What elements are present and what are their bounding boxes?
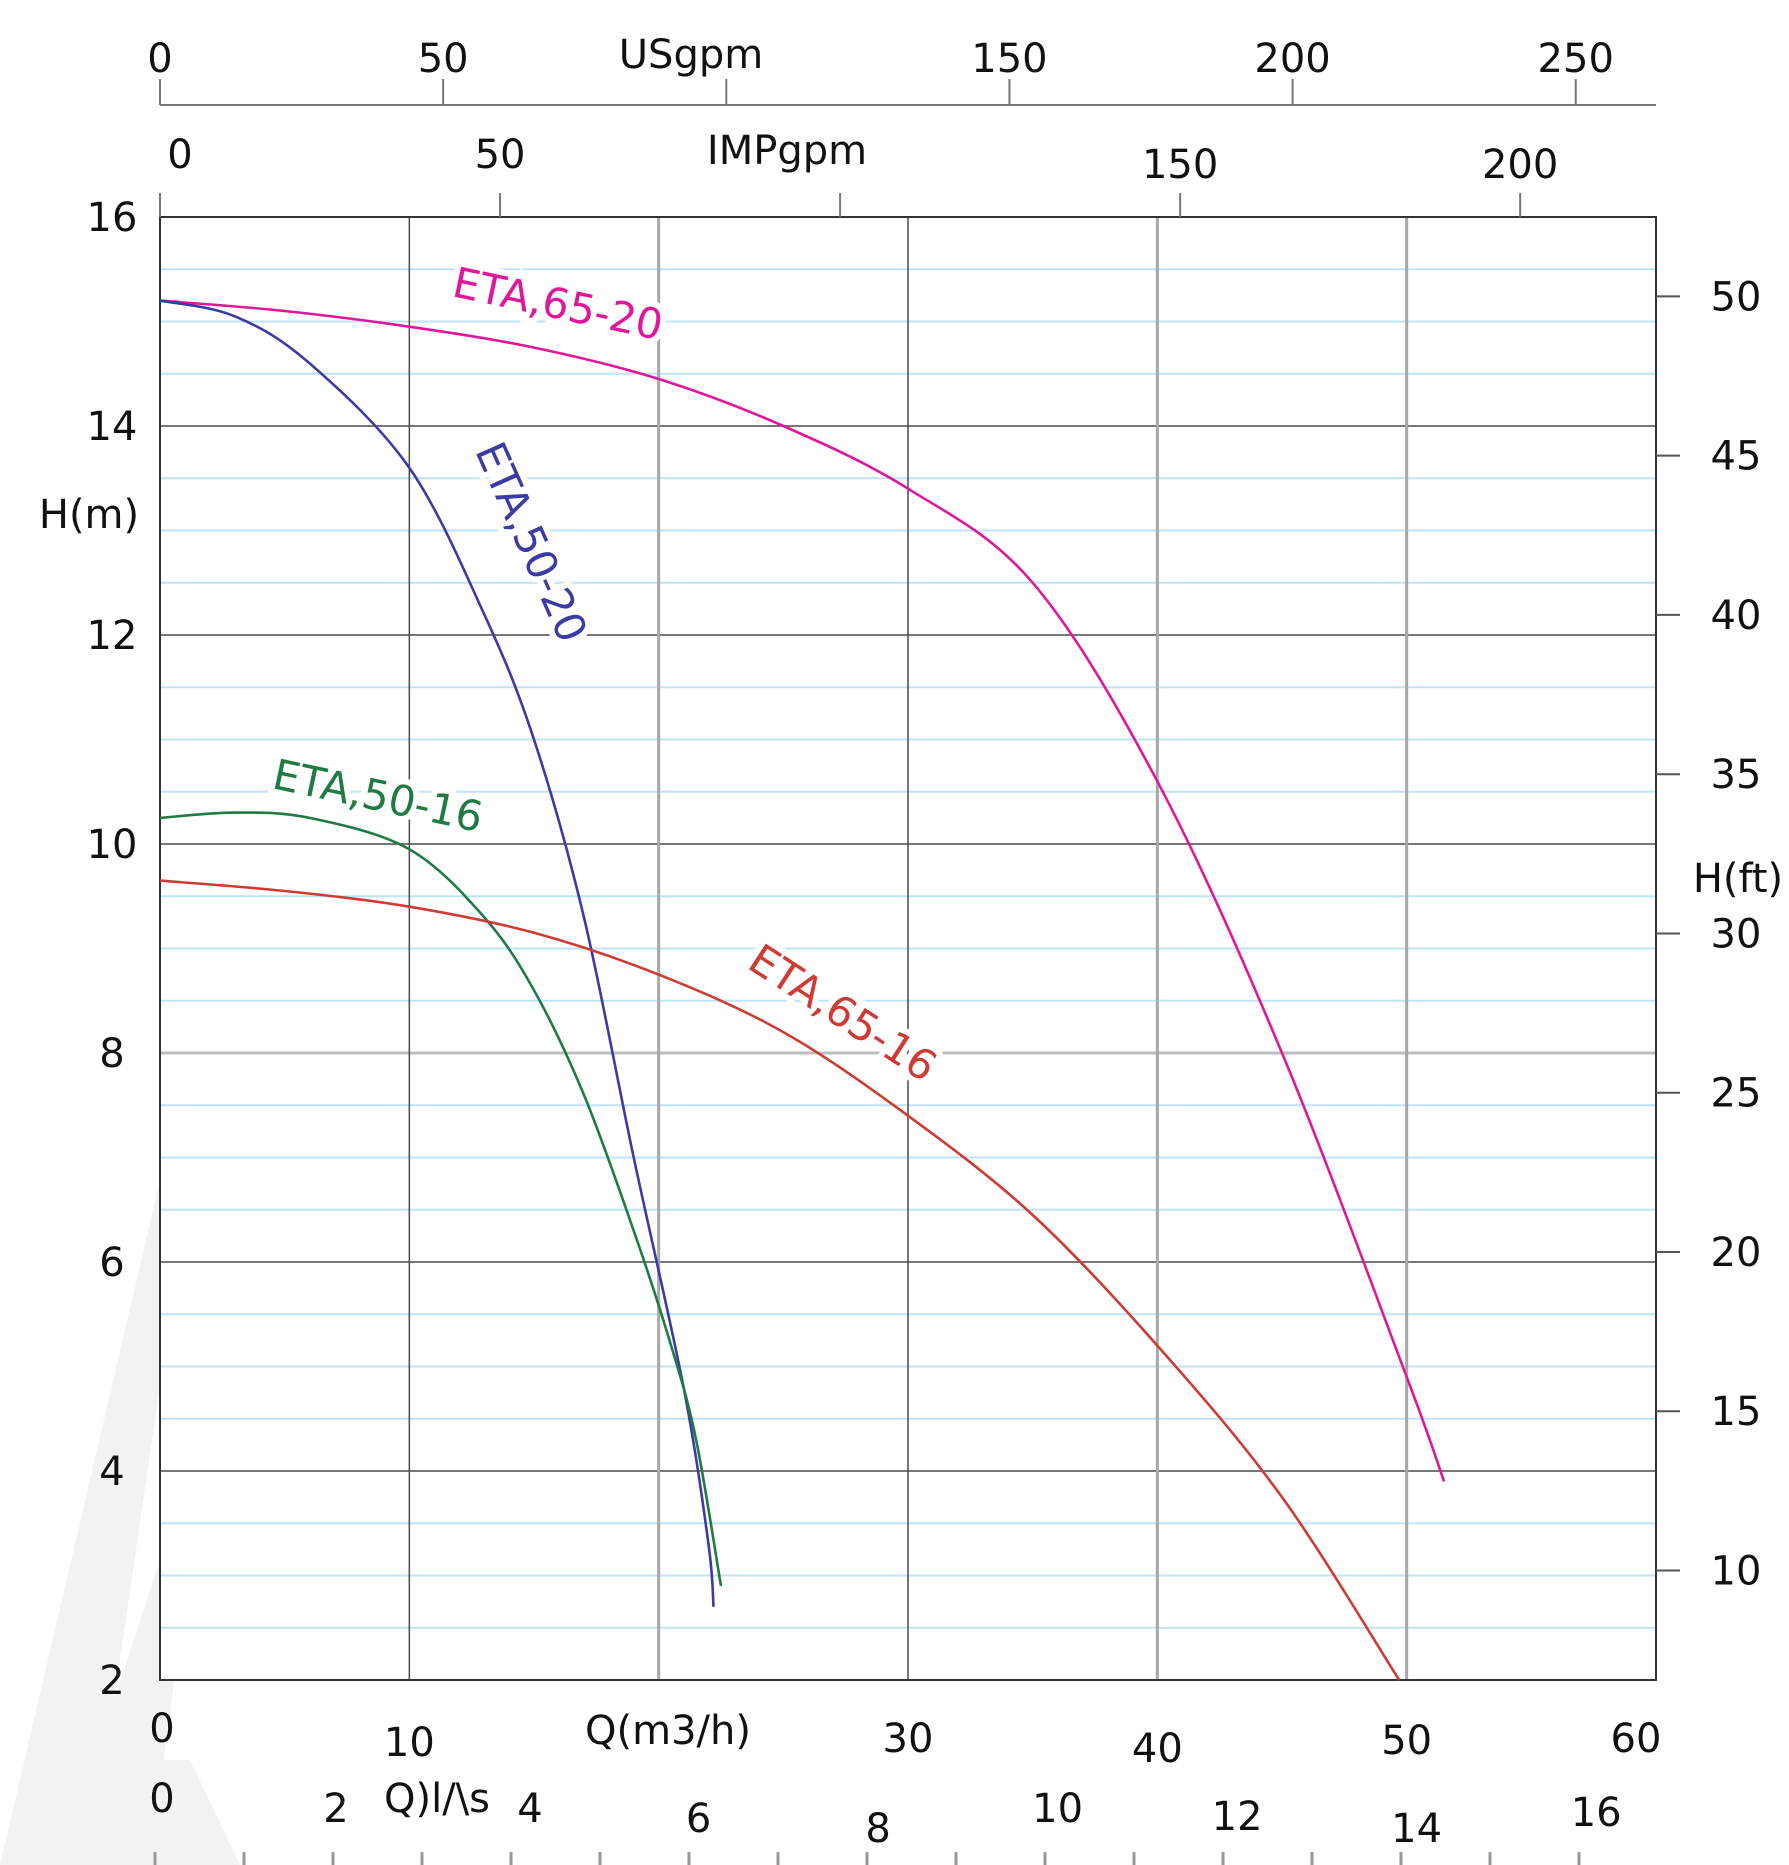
usgpm-tick-label: 250 [1538, 36, 1614, 82]
usgpm-tick-label: 200 [1254, 36, 1330, 82]
y-right-tick-label: 35 [1711, 752, 1762, 798]
x-usgpm-title: USgpm [619, 32, 763, 78]
impgpm-tick-label: 50 [475, 132, 526, 178]
y-right-tick-label: 25 [1711, 1071, 1762, 1117]
y-right-tick-label: 30 [1711, 911, 1762, 957]
series-lines [159, 299, 1446, 1681]
y-right-tick-label: 40 [1711, 593, 1762, 639]
major-gridlines [159, 216, 1657, 1681]
x-secondary-tick-label: 2 [323, 1786, 348, 1832]
y-right-tick-label: 15 [1711, 1389, 1762, 1435]
series-line-eta-50-16 [159, 811, 723, 1587]
y-left-tick-label: 4 [99, 1449, 124, 1495]
axis-titles: USgpm IMPgpm H(m) H(ft) Q(m3/h) Q)l/\s [39, 32, 1783, 1822]
background-stripe-2 [150, 1760, 240, 1865]
x-secondary-tick-label: 10 [1032, 1786, 1083, 1832]
x-secondary-title: Q)l/\s [384, 1776, 490, 1822]
x-impgpm-title: IMPgpm [707, 128, 867, 174]
x-secondary-tick-label: 14 [1391, 1806, 1442, 1852]
y-right-tick-label: 45 [1711, 434, 1762, 480]
x-primary-tick-label: 10 [384, 1720, 435, 1766]
x-primary-tick-label: 40 [1132, 1726, 1183, 1772]
x-secondary-tick-label: 12 [1212, 1794, 1263, 1840]
y-left-tick-label: 2 [99, 1658, 124, 1704]
x-primary-tick-label: 50 [1381, 1718, 1432, 1764]
x-primary-title: Q(m3/h) [585, 1708, 751, 1754]
x-secondary-tick-label: 8 [865, 1806, 890, 1852]
right-axis: 10 15 20 25 30 35 40 45 50 [1656, 274, 1761, 1594]
y-right-tick-label: 10 [1711, 1548, 1762, 1594]
impgpm-tick-label: 150 [1142, 142, 1218, 188]
x-secondary-tick-label: 0 [149, 1776, 174, 1822]
y-right-tick-label: 20 [1711, 1230, 1762, 1276]
impgpm-tick-label: 0 [167, 132, 192, 178]
y-right-title: H(ft) [1693, 856, 1783, 902]
y-right-tick-label: 50 [1711, 274, 1762, 320]
x-secondary-tick-label: 4 [517, 1786, 542, 1832]
y-left-tick-label: 10 [87, 822, 138, 868]
usgpm-tick-label: 150 [971, 36, 1047, 82]
y-left-tick-label: 12 [87, 613, 138, 659]
bottom-axes: 0 10 30 40 50 60 0 2 4 6 8 10 12 14 16 [149, 1706, 1661, 1865]
series-line-eta-65-20 [159, 299, 1446, 1482]
y-left-title: H(m) [39, 492, 139, 538]
x-secondary-tick-label: 16 [1571, 1790, 1622, 1836]
left-axis: 2 4 6 8 10 12 14 16 [87, 195, 138, 1704]
x-secondary-tick-label: 6 [686, 1796, 711, 1842]
usgpm-tick-label: 50 [418, 36, 469, 82]
usgpm-tick-label: 0 [147, 36, 172, 82]
x-primary-tick-label: 30 [883, 1716, 934, 1762]
series-line-eta-65-16 [159, 879, 1401, 1681]
y-left-tick-label: 14 [87, 404, 138, 450]
y-left-tick-label: 6 [99, 1240, 124, 1286]
y-left-tick-label: 16 [87, 195, 138, 241]
y-left-tick-label: 8 [99, 1031, 124, 1077]
impgpm-tick-label: 200 [1482, 142, 1558, 188]
background-stripe-0 [0, 1180, 190, 1865]
top-axes: 0 50 150 200 250 0 50 150 200 [147, 36, 1656, 217]
x-primary-tick-label: 0 [149, 1706, 174, 1752]
x-primary-tick-label: 60 [1611, 1716, 1662, 1762]
plot-frame [159, 216, 1657, 1681]
